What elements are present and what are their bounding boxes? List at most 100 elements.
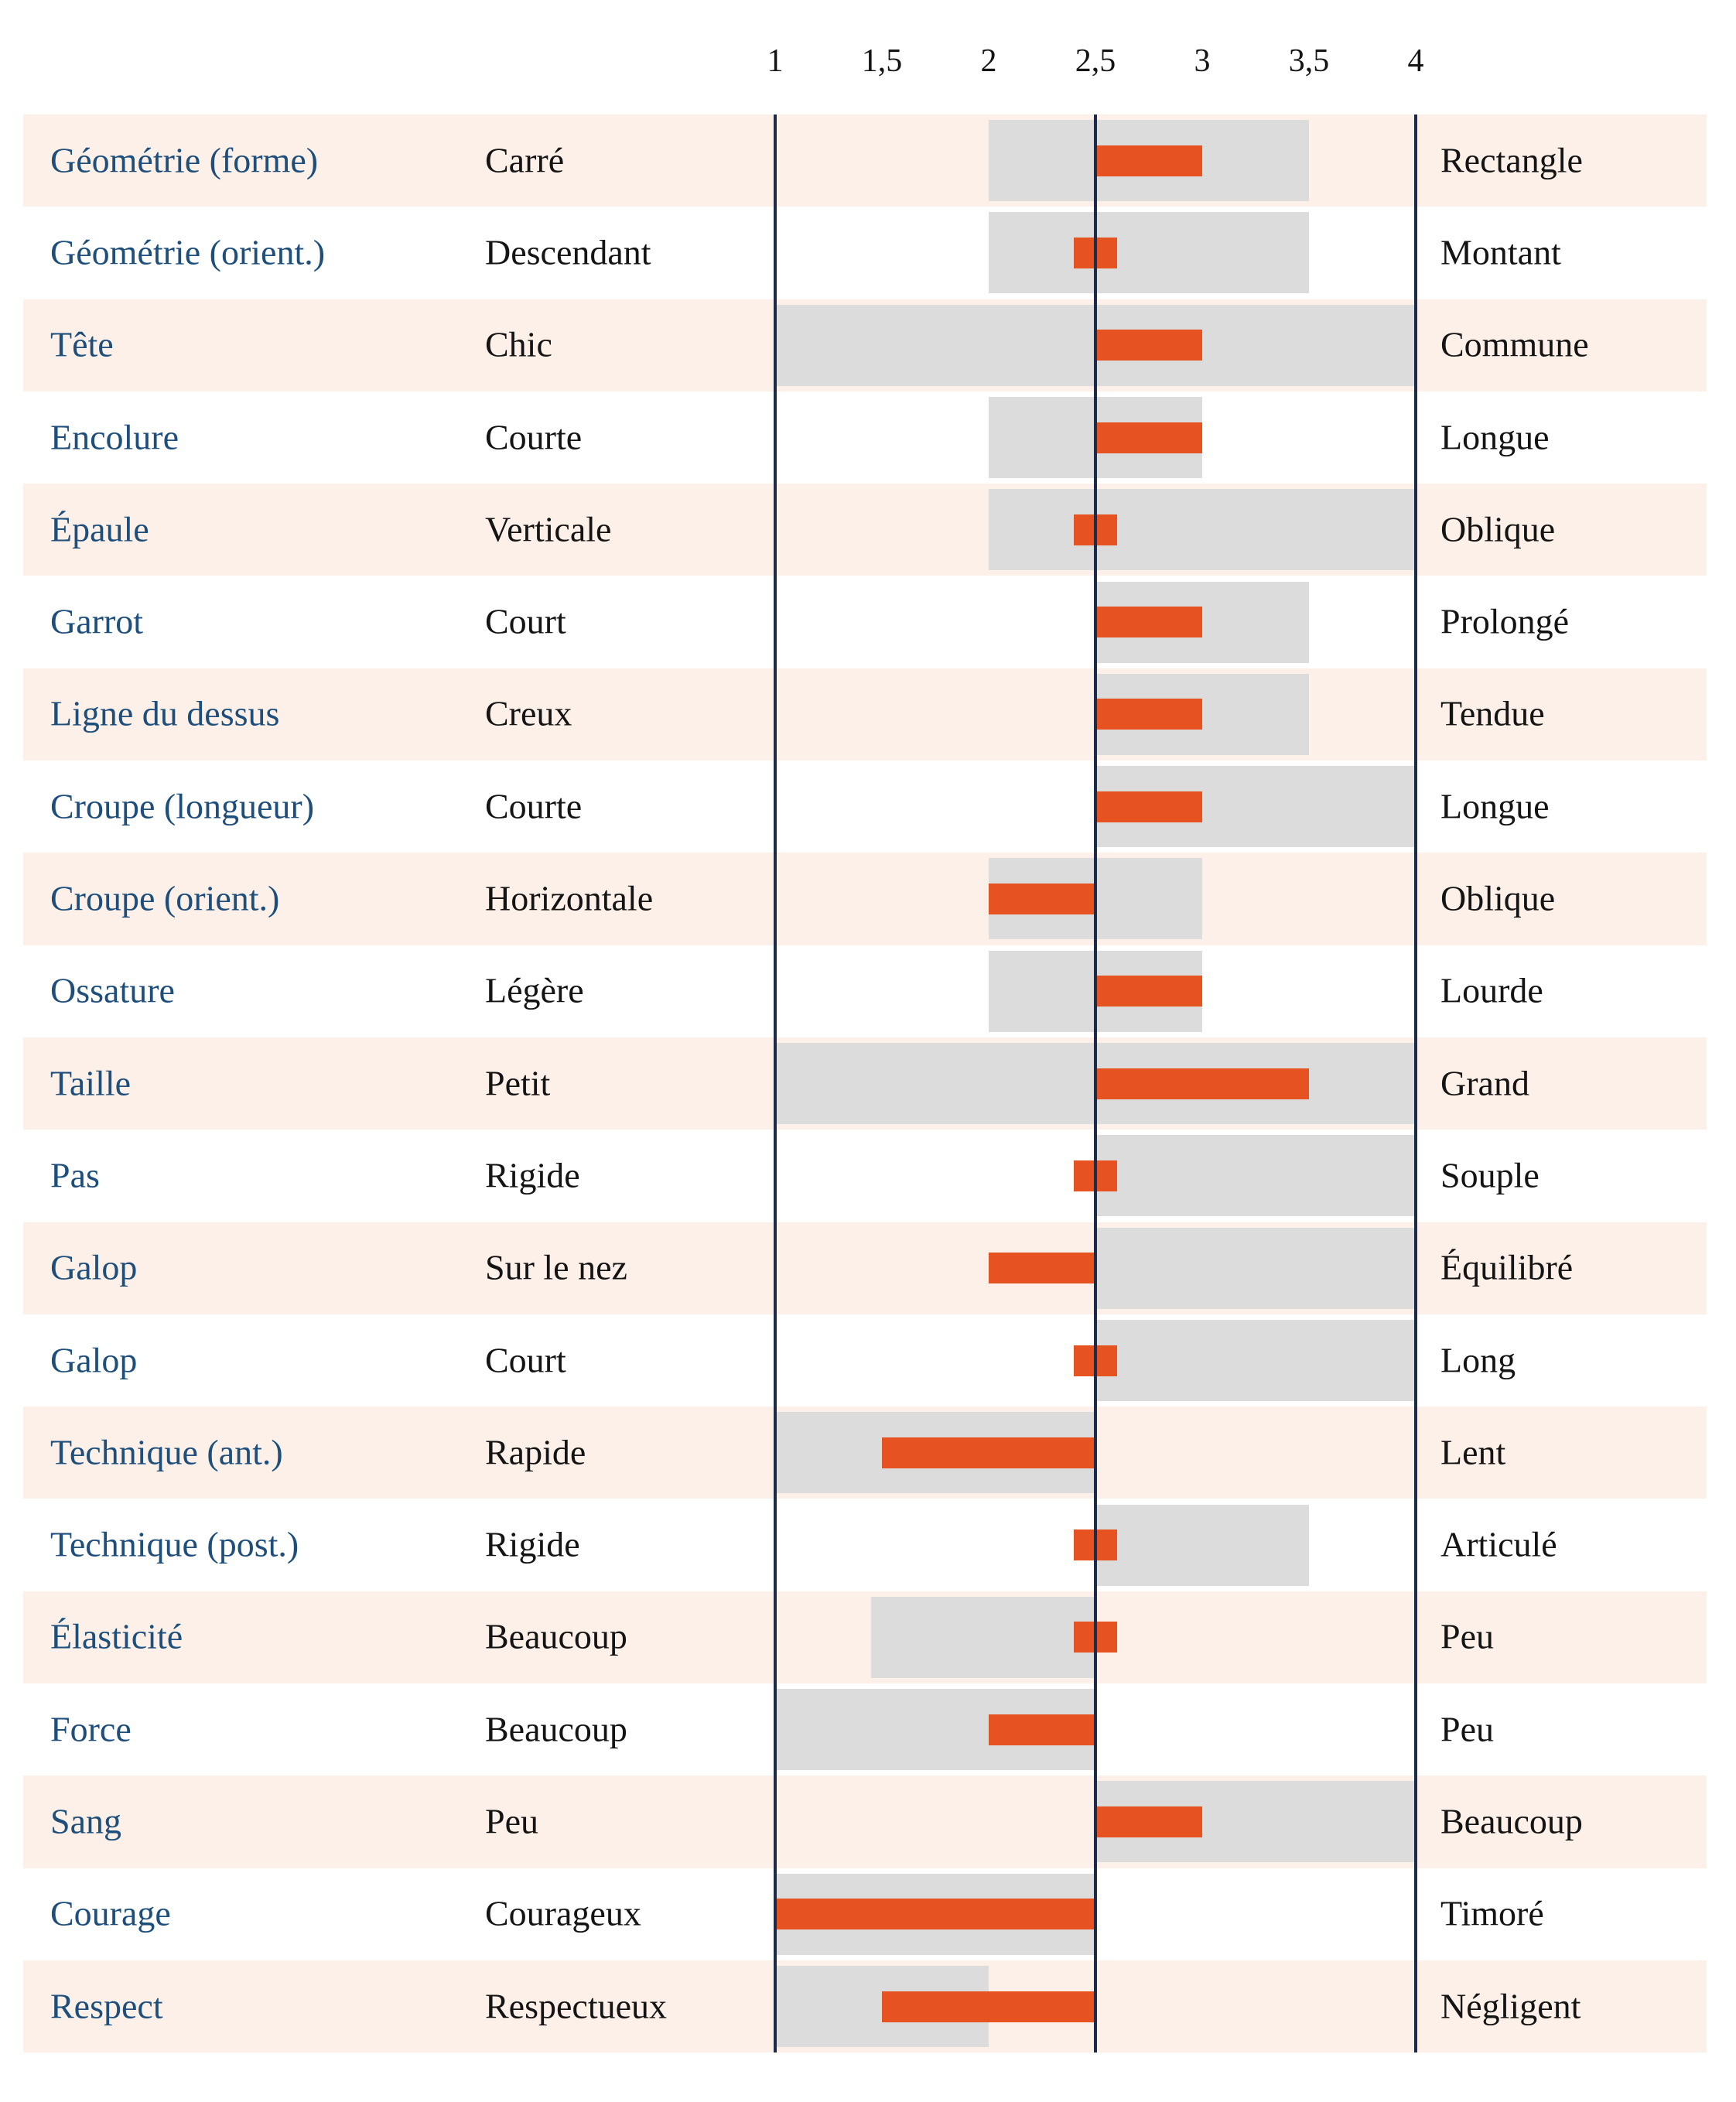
high-pole-label: Grand [1440, 1063, 1529, 1103]
value-bar [882, 1991, 1095, 2022]
chart-row: Encolure Courte Longue [23, 391, 1707, 484]
high-pole-label: Tendue [1440, 694, 1545, 734]
trait-label: Technique (post.) [50, 1524, 299, 1564]
low-pole-label: Chic [485, 324, 552, 364]
trait-label: Garrot [50, 601, 144, 641]
high-pole-label: Peu [1440, 1709, 1494, 1749]
high-pole-label: Longue [1440, 786, 1550, 826]
axis-tick-label: 4 [1407, 43, 1424, 79]
value-bar [1095, 791, 1202, 822]
trait-label: Tête [50, 324, 114, 364]
axis-tick-label: 1,5 [861, 43, 903, 79]
axis-tick-label: 2 [980, 43, 997, 79]
high-pole-label: Négligent [1440, 1986, 1581, 2026]
chart-row: Sang Peu Beaucoup [23, 1776, 1707, 1868]
chart-row: Élasticité Beaucoup Peu [23, 1591, 1707, 1684]
trait-label: Respect [50, 1986, 163, 2026]
high-pole-label: Oblique [1440, 878, 1556, 918]
trait-label: Galop [50, 1247, 138, 1287]
breed-range-band [1095, 1504, 1309, 1586]
chart-row: Technique (ant.) Rapide Lent [23, 1406, 1707, 1499]
axis-tick-label: 3,5 [1288, 43, 1330, 79]
value-bar [1095, 330, 1202, 361]
value-bar [882, 1437, 1095, 1468]
chart-row: Géométrie (orient.) Descendant Montant [23, 207, 1707, 299]
high-pole-label: Long [1440, 1340, 1516, 1380]
trait-label: Élasticité [50, 1617, 183, 1657]
high-pole-label: Oblique [1440, 509, 1556, 549]
chart-row: Croupe (orient.) Horizontale Oblique [23, 853, 1707, 945]
high-pole-label: Prolongé [1440, 601, 1570, 641]
chart-row: Épaule Verticale Oblique [23, 484, 1707, 576]
chart-row: Galop Court Long [23, 1314, 1707, 1406]
breed-range-band [1095, 1227, 1416, 1309]
trait-label: Galop [50, 1340, 138, 1380]
axis-reference-line [1414, 114, 1417, 2053]
trait-label: Encolure [50, 417, 179, 457]
chart-row: Taille Petit Grand [23, 1037, 1707, 1130]
high-pole-label: Souple [1440, 1155, 1540, 1195]
axis-reference-line [774, 114, 777, 2053]
high-pole-label: Beaucoup [1440, 1801, 1583, 1841]
value-bar [1095, 1068, 1309, 1099]
low-pole-label: Court [485, 601, 566, 641]
chart-row: Garrot Court Prolongé [23, 576, 1707, 668]
trait-label: Sang [50, 1801, 121, 1841]
trait-label: Géométrie (orient.) [50, 232, 326, 272]
chart-row: Respect Respectueux Négligent [23, 1960, 1707, 2053]
trait-label: Courage [50, 1894, 171, 1934]
low-pole-label: Verticale [485, 509, 612, 549]
trait-label: Pas [50, 1155, 100, 1195]
low-pole-label: Rigide [485, 1155, 580, 1195]
trait-label: Croupe (longueur) [50, 786, 315, 826]
high-pole-label: Commune [1440, 324, 1589, 364]
low-pole-label: Carré [485, 140, 565, 180]
breed-range-band [1095, 1135, 1416, 1217]
chart-row: Tête Chic Commune [23, 299, 1707, 391]
breed-range-band [989, 489, 1416, 571]
low-pole-label: Courte [485, 417, 583, 457]
axis-tick-label: 2,5 [1075, 43, 1116, 79]
low-pole-label: Courte [485, 786, 583, 826]
high-pole-label: Longue [1440, 417, 1550, 457]
value-bar [775, 1899, 1095, 1930]
low-pole-label: Courageux [485, 1894, 641, 1934]
chart-row: Croupe (longueur) Courte Longue [23, 760, 1707, 853]
high-pole-label: Peu [1440, 1617, 1494, 1657]
value-bar [1095, 422, 1202, 453]
value-bar [1095, 607, 1202, 638]
value-bar [989, 884, 1095, 915]
low-pole-label: Horizontale [485, 878, 654, 918]
low-pole-label: Court [485, 1340, 566, 1380]
value-bar [1095, 145, 1202, 176]
high-pole-label: Rectangle [1440, 140, 1583, 180]
breed-range-band [989, 212, 1309, 294]
high-pole-label: Timoré [1440, 1894, 1544, 1934]
low-pole-label: Rapide [485, 1432, 586, 1472]
value-bar [1095, 699, 1202, 730]
trait-label: Épaule [50, 509, 149, 549]
high-pole-label: Articulé [1440, 1524, 1557, 1564]
low-pole-label: Légère [485, 971, 584, 1011]
low-pole-label: Creux [485, 694, 572, 734]
chart-row: Géométrie (forme) Carré Rectangle [23, 114, 1707, 207]
low-pole-label: Rigide [485, 1524, 580, 1564]
chart-row: Force Beaucoup Peu [23, 1683, 1707, 1776]
low-pole-label: Descendant [485, 232, 651, 272]
low-pole-label: Petit [485, 1063, 551, 1103]
breed-range-band [1095, 1319, 1416, 1401]
chart-row: Galop Sur le nez Équilibré [23, 1222, 1707, 1314]
breed-range-band [871, 1596, 1095, 1678]
low-pole-label: Beaucoup [485, 1709, 627, 1749]
low-pole-label: Beaucoup [485, 1617, 627, 1657]
chart-row: Pas Rigide Souple [23, 1130, 1707, 1222]
chart-row: Ossature Légère Lourde [23, 945, 1707, 1037]
trait-label: Ligne du dessus [50, 694, 280, 734]
value-bar [1095, 1806, 1202, 1838]
axis-tick-label: 1 [767, 43, 784, 79]
trait-label: Géométrie (forme) [50, 140, 319, 180]
trait-label: Force [50, 1709, 132, 1749]
value-bar [1095, 976, 1202, 1007]
low-pole-label: Peu [485, 1801, 538, 1841]
